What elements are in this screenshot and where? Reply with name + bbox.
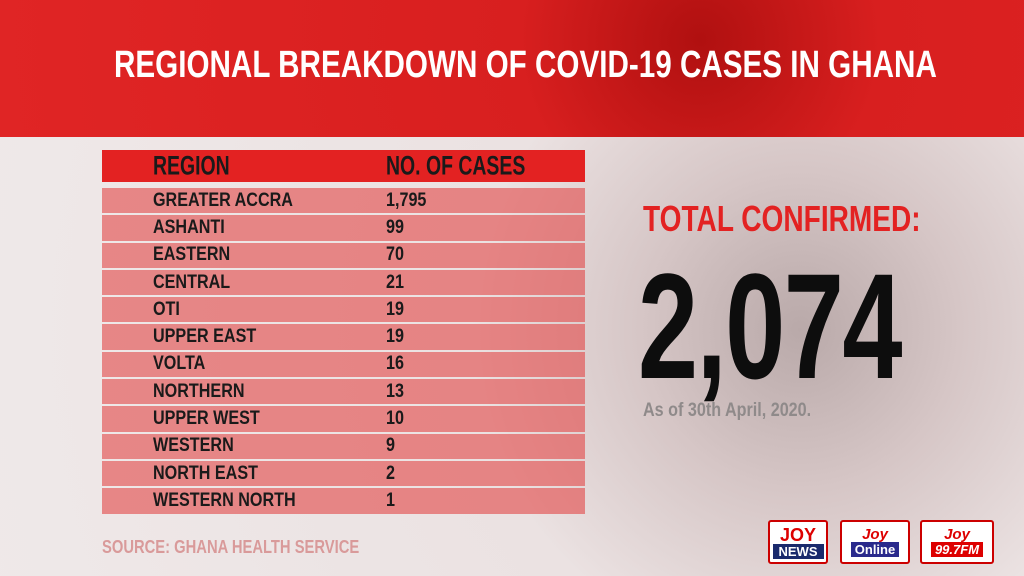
logo: Joy 99.7FM: [920, 520, 994, 564]
table: REGION NO. OF CASES GREATER ACCRA 1,795 AS…: [102, 150, 585, 514]
cases-cell: 19: [386, 298, 404, 320]
cases-cell: 19: [386, 326, 404, 348]
cases-cell: 1: [386, 489, 395, 511]
logo-text: JOY: [779, 524, 817, 545]
region-cell: EASTERN: [153, 244, 231, 266]
header-band: [0, 0, 1024, 137]
table-row: OTI 19: [102, 297, 585, 323]
cases-cell: 1,795: [386, 189, 427, 211]
region-cell: WESTERN NORTH: [153, 489, 296, 511]
table-row: VOLTA 16: [102, 351, 585, 378]
logo: Joy Online: [840, 520, 910, 564]
logo-text: 99.7FM: [930, 542, 984, 557]
region-cell: NORTHERN: [153, 380, 245, 402]
table-row: GREATER ACCRA 1,795: [102, 188, 585, 214]
region-cell: VOLTA: [153, 353, 206, 375]
region-cell: CENTRAL: [153, 271, 231, 293]
table-row: EASTERN 70: [102, 242, 585, 268]
source: SOURCE: GHANA HEALTH SERVICE: [102, 537, 360, 557]
column-header: NO. OF CASES: [386, 150, 526, 181]
logo-text: Online: [850, 542, 900, 557]
header-row: REGION NO. OF CASES: [102, 150, 585, 182]
table-row: WESTERN 9: [102, 433, 585, 459]
table-row: UPPER EAST 19: [102, 324, 585, 350]
column-header: REGION: [153, 150, 230, 181]
title: REGIONAL BREAKDOWN OF COVID-19 CASES IN …: [114, 44, 937, 86]
total-label: TOTAL CONFIRMED:: [643, 198, 921, 239]
region-cell: NORTH EAST: [153, 462, 258, 484]
cases-cell: 99: [386, 216, 404, 238]
table-row: WESTERN NORTH 1: [102, 488, 585, 514]
logo-text: Joy: [944, 526, 970, 543]
table-row: NORTHERN 13: [102, 379, 585, 405]
table-row: NORTH EAST 2: [102, 460, 585, 487]
cases-cell: 10: [386, 408, 404, 430]
region-cell: UPPER EAST: [153, 326, 257, 348]
table-row: CENTRAL 21: [102, 269, 585, 296]
cases-cell: 16: [386, 353, 404, 375]
region-cell: OTI: [153, 298, 180, 320]
logo: JOY NEWS: [768, 520, 828, 564]
table-body: GREATER ACCRA 1,795 ASHANTI 99 EASTERN 70 CENT…: [102, 188, 585, 514]
cases-cell: 21: [386, 271, 404, 293]
region-cell: WESTERN: [153, 435, 234, 457]
cases-cell: 9: [386, 435, 395, 457]
logo-text: Joy: [862, 526, 888, 543]
table-row: UPPER WEST 10: [102, 406, 585, 432]
region-cell: UPPER WEST: [153, 408, 260, 430]
region-cell: GREATER ACCRA: [153, 189, 293, 211]
region-cell: ASHANTI: [153, 216, 225, 238]
table-row: ASHANTI 99: [102, 215, 585, 241]
logo-text: NEWS: [772, 543, 824, 559]
cases-cell: 13: [386, 380, 404, 402]
total-date: As of 30th April, 2020.: [643, 400, 812, 421]
cases-cell: 70: [386, 244, 404, 266]
cases-cell: 2: [386, 462, 395, 484]
total-value: 2,074: [638, 242, 903, 410]
